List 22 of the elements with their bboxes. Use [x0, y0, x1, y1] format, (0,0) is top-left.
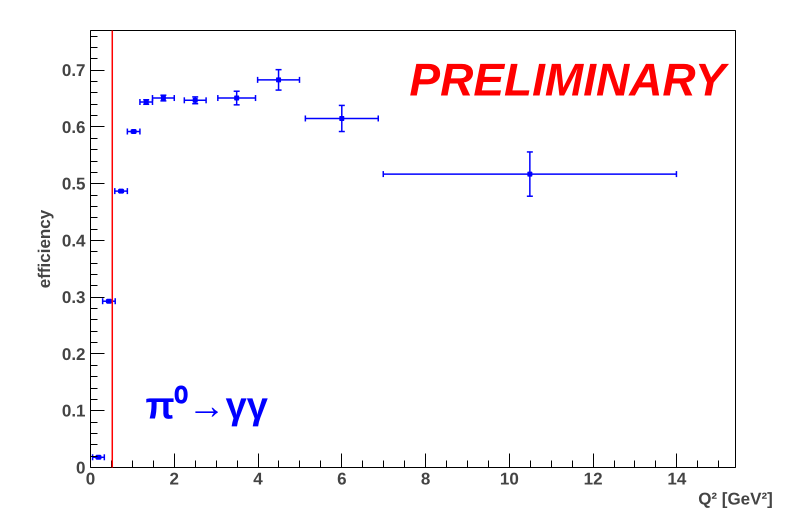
x-tick-label: 14: [667, 470, 687, 488]
y-tick-label: 0.2: [62, 344, 86, 364]
y-tick-label: 0.1: [62, 402, 86, 421]
x-tick-label: 2: [170, 470, 180, 488]
y-tick-label: 0.6: [62, 118, 86, 137]
x-tick-label: 6: [337, 470, 347, 488]
point: [527, 172, 532, 177]
x-axis-title: Q² [GeV²]: [698, 490, 773, 508]
point: [339, 116, 344, 121]
point: [276, 77, 282, 82]
y-tick-label: 0.5: [62, 174, 86, 194]
x-tick-label: 10: [500, 470, 519, 488]
y-axis-title: efficiency: [34, 209, 54, 288]
annotation: π⁰→γγ: [146, 386, 268, 428]
annotation: PRELIMINARY: [409, 54, 730, 106]
point: [234, 96, 240, 101]
x-tick-label: 4: [253, 470, 264, 488]
y-tick-label: 0.7: [62, 61, 86, 80]
x-tick-label: 12: [584, 470, 603, 488]
y-tick-label: 0.3: [62, 288, 86, 308]
x-tick-label: 8: [420, 470, 430, 488]
y-tick-label: 0.4: [62, 231, 86, 250]
